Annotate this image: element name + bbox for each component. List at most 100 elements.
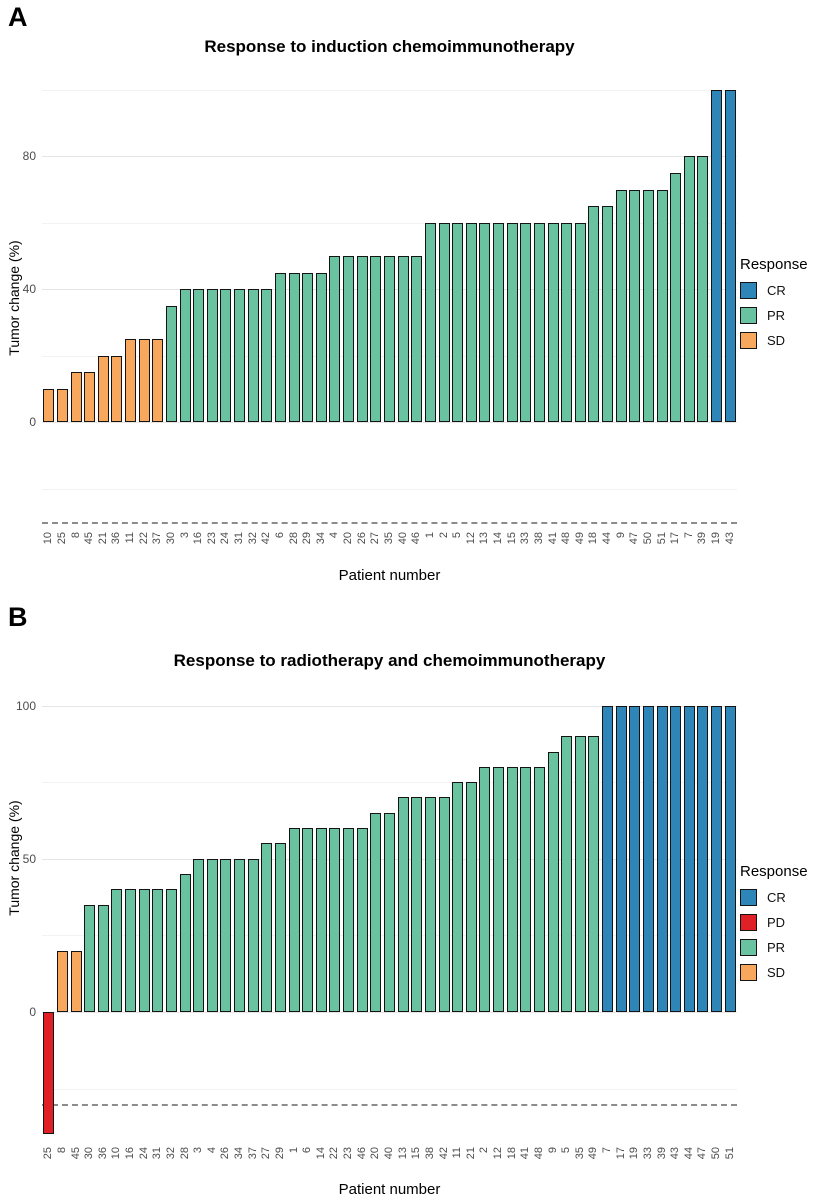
x-tick-label: 28	[178, 1147, 191, 1160]
bar	[424, 222, 436, 422]
bar	[479, 766, 491, 1012]
x-tick-label: 46	[355, 1147, 368, 1160]
dashed-threshold-line	[42, 521, 737, 524]
bar	[574, 736, 586, 1012]
bar	[370, 256, 382, 422]
bar	[343, 828, 355, 1012]
x-tick-label: 4	[328, 532, 341, 539]
x-tick-label: 18	[587, 532, 600, 545]
panel-a-legend-items: CR PR SD	[740, 282, 814, 349]
legend-swatch	[740, 307, 757, 324]
gridline-major	[42, 156, 737, 158]
panel-a-legend: Response CR PR SD	[740, 256, 814, 357]
legend-item-sd: SD	[740, 964, 814, 981]
x-tick-label: 31	[151, 1147, 164, 1160]
x-tick-label: 43	[723, 532, 736, 545]
x-tick-label: 18	[505, 1147, 518, 1160]
x-tick-label: 45	[69, 1147, 82, 1160]
bar	[111, 889, 123, 1012]
x-tick-label: 27	[369, 532, 382, 545]
bar	[697, 705, 709, 1012]
x-tick-label: 32	[164, 1147, 177, 1160]
x-tick-label: 6	[273, 532, 286, 539]
x-tick-label: 39	[655, 1147, 668, 1160]
y-tick-label: 0	[29, 415, 36, 430]
bar	[588, 206, 600, 422]
bar	[697, 156, 709, 423]
x-tick-label: 16	[124, 1147, 137, 1160]
bar	[438, 222, 450, 422]
x-tick-label: 39	[696, 532, 709, 545]
bar	[329, 828, 341, 1012]
panel-b-legend-items: CR PD PR SD	[740, 889, 814, 981]
bar	[683, 705, 695, 1012]
bar	[724, 705, 736, 1012]
panel-b-plot-area	[42, 700, 737, 1140]
bar	[138, 889, 150, 1012]
dashed-threshold-line	[42, 1103, 737, 1106]
panel-b-legend-title: Response	[740, 863, 808, 880]
x-tick-label: 8	[69, 532, 82, 539]
bar	[261, 289, 273, 422]
bar	[384, 812, 395, 1012]
x-tick-label: 2	[437, 532, 450, 539]
bar	[247, 289, 259, 422]
y-tick-label: 80	[22, 149, 36, 164]
bar	[520, 222, 532, 422]
x-tick-label: 3	[192, 1147, 205, 1154]
x-tick-label: 15	[410, 1147, 423, 1160]
x-tick-label: 19	[710, 532, 723, 545]
legend-item-pd: PD	[740, 914, 814, 931]
x-tick-label: 47	[696, 1147, 709, 1160]
bar	[193, 858, 205, 1012]
legend-item-pr: PR	[740, 307, 814, 324]
x-tick-label: 14	[492, 532, 505, 545]
y-tick-label: 50	[22, 851, 36, 866]
x-tick-label: 17	[614, 1147, 627, 1160]
bar	[70, 372, 82, 422]
bar	[465, 782, 477, 1012]
bar	[629, 705, 641, 1012]
legend-label: CR	[767, 890, 786, 905]
bar	[274, 272, 286, 422]
x-tick-label: 26	[355, 532, 368, 545]
x-tick-label: 7	[682, 532, 695, 539]
bar	[711, 90, 723, 423]
x-tick-label: 33	[641, 1147, 654, 1160]
bar	[520, 766, 532, 1012]
bar	[356, 828, 368, 1012]
x-tick-label: 42	[260, 532, 273, 545]
x-tick-label: 26	[219, 1147, 232, 1160]
bar	[683, 156, 695, 423]
x-tick-label: 23	[205, 532, 218, 545]
bar	[302, 828, 314, 1012]
x-tick-label: 35	[383, 532, 395, 545]
x-tick-label: 4	[205, 1147, 218, 1154]
bar	[561, 222, 573, 422]
legend-label: PR	[767, 940, 786, 955]
x-tick-label: 51	[723, 1147, 736, 1160]
y-tick-label: 0	[29, 1004, 36, 1019]
bar	[411, 797, 423, 1012]
x-tick-label: 43	[669, 1147, 682, 1160]
gridline-major	[42, 705, 737, 707]
x-tick-label: 51	[655, 532, 668, 545]
bar	[315, 272, 327, 422]
x-tick-label: 14	[314, 1147, 327, 1160]
x-tick-label: 12	[492, 1147, 505, 1160]
bar	[261, 843, 273, 1012]
x-tick-label: 5	[451, 532, 464, 539]
x-tick-label: 13	[478, 532, 491, 545]
x-tick-label: 42	[437, 1147, 450, 1160]
bar	[588, 736, 600, 1012]
legend-label: PD	[767, 915, 786, 930]
bar	[370, 812, 382, 1012]
bar	[288, 828, 300, 1012]
bar	[97, 355, 109, 422]
bar	[206, 289, 218, 422]
panel-b-legend: Response CR PD PR SD	[740, 863, 814, 989]
bar	[84, 372, 96, 422]
x-tick-label: 10	[42, 532, 55, 545]
bar	[152, 339, 164, 422]
gridline-major	[42, 422, 737, 424]
